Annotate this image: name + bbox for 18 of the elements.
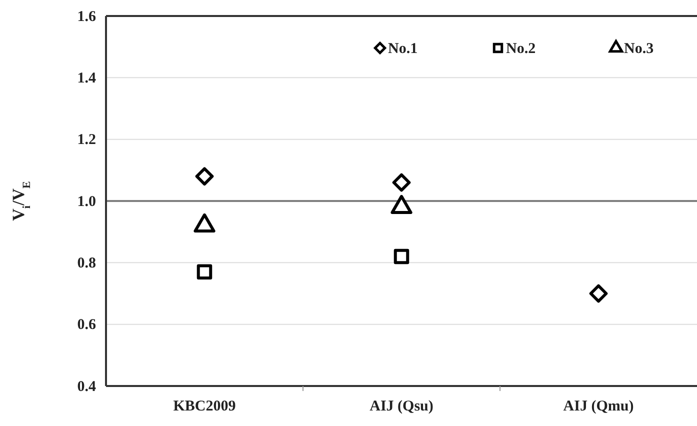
y-tick-label: 0.6	[77, 317, 96, 334]
y-tick-label: 1.4	[77, 70, 96, 86]
legend-label: No.3	[624, 41, 654, 57]
x-tick-label: AIJ (Qsu)	[370, 398, 434, 415]
point	[196, 264, 212, 280]
point	[394, 248, 410, 264]
point	[392, 173, 411, 192]
y-tick-label: 1.0	[77, 194, 96, 210]
point	[589, 284, 608, 303]
x-tick-label: AIJ (Qmu)	[563, 398, 634, 415]
x-tick-label: KBC2009	[173, 398, 236, 415]
point	[195, 167, 214, 186]
y-tick-label: 0.8	[77, 255, 96, 272]
legend-label: No.2	[506, 41, 536, 57]
y-tick-label: 1.6	[77, 8, 96, 25]
legend-label: No.1	[388, 41, 418, 57]
y-tick-label: 0.4	[77, 378, 96, 395]
y-tick-label: 1.2	[77, 132, 96, 148]
